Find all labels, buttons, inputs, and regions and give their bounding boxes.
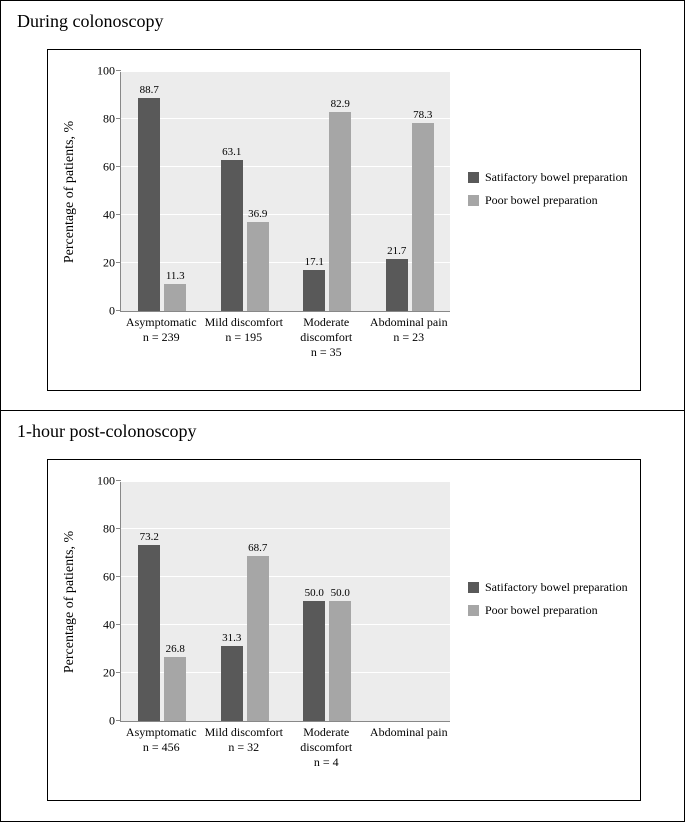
bar-value-label: 88.7 — [140, 84, 159, 96]
y-tick-mark — [116, 528, 121, 529]
y-tick-mark — [116, 480, 121, 481]
bar: 63.1 — [221, 160, 243, 311]
legend-item: Satifactory bowel preparation — [468, 580, 628, 595]
y-tick-mark — [116, 672, 121, 673]
plot-area: 02040608010088.711.363.136.917.182.921.7… — [120, 72, 450, 312]
bar: 73.2 — [138, 545, 160, 721]
panel-title: During colonoscopy — [17, 11, 163, 32]
y-tick-mark — [116, 576, 121, 577]
legend-swatch — [468, 605, 479, 616]
gridline — [121, 480, 450, 481]
figure-container: During colonoscopy Percentage of patient… — [0, 0, 685, 822]
bar-value-label: 17.1 — [305, 256, 324, 268]
bar: 68.7 — [247, 556, 269, 721]
bar: 21.7 — [386, 259, 408, 311]
y-tick-mark — [116, 118, 121, 119]
y-tick-label: 60 — [103, 570, 115, 585]
bar: 36.9 — [247, 222, 269, 311]
y-tick-mark — [116, 262, 121, 263]
bar-value-label: 50.0 — [331, 587, 350, 599]
legend-label: Poor bowel preparation — [485, 193, 598, 208]
legend-swatch — [468, 172, 479, 183]
y-tick-mark — [116, 720, 121, 721]
bar-value-label: 11.3 — [166, 270, 185, 282]
gridline — [121, 70, 450, 71]
x-category-label: Asymptomaticn = 456 — [120, 725, 202, 755]
legend-label: Satifactory bowel preparation — [485, 170, 628, 185]
gridline — [121, 528, 450, 529]
panel-post: 1-hour post-colonoscopy Percentage of pa… — [1, 411, 684, 821]
legend-item: Poor bowel preparation — [468, 603, 628, 618]
legend-item: Poor bowel preparation — [468, 193, 628, 208]
legend-item: Satifactory bowel preparation — [468, 170, 628, 185]
bar-value-label: 82.9 — [331, 98, 350, 110]
bar: 26.8 — [164, 657, 186, 721]
gridline — [121, 624, 450, 625]
legend-label: Poor bowel preparation — [485, 603, 598, 618]
gridline — [121, 214, 450, 215]
y-tick-label: 80 — [103, 112, 115, 127]
y-tick-mark — [116, 310, 121, 311]
bar-value-label: 36.9 — [248, 208, 267, 220]
y-axis-label: Percentage of patients, % — [62, 121, 78, 263]
y-tick-mark — [116, 624, 121, 625]
bar-value-label: 73.2 — [140, 531, 159, 543]
legend-label: Satifactory bowel preparation — [485, 580, 628, 595]
panel-title: 1-hour post-colonoscopy — [17, 421, 196, 442]
bar: 82.9 — [329, 112, 351, 311]
bar: 31.3 — [221, 646, 243, 721]
gridline — [121, 166, 450, 167]
y-tick-label: 40 — [103, 618, 115, 633]
x-category-label: Mild discomfortn = 32 — [203, 725, 285, 755]
x-category-label: Asymptomaticn = 239 — [120, 315, 202, 345]
legend-swatch — [468, 582, 479, 593]
plot-area: 02040608010073.226.831.368.750.050.0 — [120, 482, 450, 722]
bar: 78.3 — [412, 123, 434, 311]
y-tick-label: 0 — [109, 714, 115, 729]
y-tick-label: 60 — [103, 160, 115, 175]
bar-value-label: 63.1 — [222, 146, 241, 158]
chart-box-post: Percentage of patients, % 0 20 40 60 80 100 73… — [47, 459, 641, 801]
y-tick-mark — [116, 70, 121, 71]
gridline — [121, 576, 450, 577]
y-tick-label: 20 — [103, 666, 115, 681]
bar-value-label: 26.8 — [166, 643, 185, 655]
bar-value-label: 68.7 — [248, 542, 267, 554]
y-tick-label: 100 — [97, 474, 115, 489]
y-tick-mark — [116, 214, 121, 215]
y-tick-label: 20 — [103, 256, 115, 271]
bar: 17.1 — [303, 270, 325, 311]
y-tick-label: 100 — [97, 64, 115, 79]
y-axis-label: Percentage of patients, % — [62, 531, 78, 673]
x-category-label: Abdominal painn = 23 — [368, 315, 450, 345]
legend: Satifactory bowel preparation Poor bowel … — [468, 580, 628, 626]
panel-during: During colonoscopy Percentage of patient… — [1, 1, 684, 411]
chart-box-during: Percentage of patients, % 0 20 40 60 80 100 88… — [47, 49, 641, 391]
legend-swatch — [468, 195, 479, 206]
bar: 88.7 — [138, 98, 160, 311]
bar-value-label: 78.3 — [413, 109, 432, 121]
bar: 11.3 — [164, 284, 186, 311]
bar-value-label: 31.3 — [222, 632, 241, 644]
x-category-label: Abdominal pain — [368, 725, 450, 740]
x-category-label: Moderatediscomfortn = 4 — [285, 725, 367, 770]
x-category-label: Mild discomfortn = 195 — [203, 315, 285, 345]
gridline — [121, 118, 450, 119]
bar-value-label: 50.0 — [305, 587, 324, 599]
y-tick-label: 40 — [103, 208, 115, 223]
bar: 50.0 — [303, 601, 325, 721]
x-category-label: Moderatediscomfortn = 35 — [285, 315, 367, 360]
bar: 50.0 — [329, 601, 351, 721]
bar-value-label: 21.7 — [387, 245, 406, 257]
legend: Satifactory bowel preparation Poor bowel … — [468, 170, 628, 216]
y-tick-label: 0 — [109, 304, 115, 319]
y-tick-mark — [116, 166, 121, 167]
y-tick-label: 80 — [103, 522, 115, 537]
